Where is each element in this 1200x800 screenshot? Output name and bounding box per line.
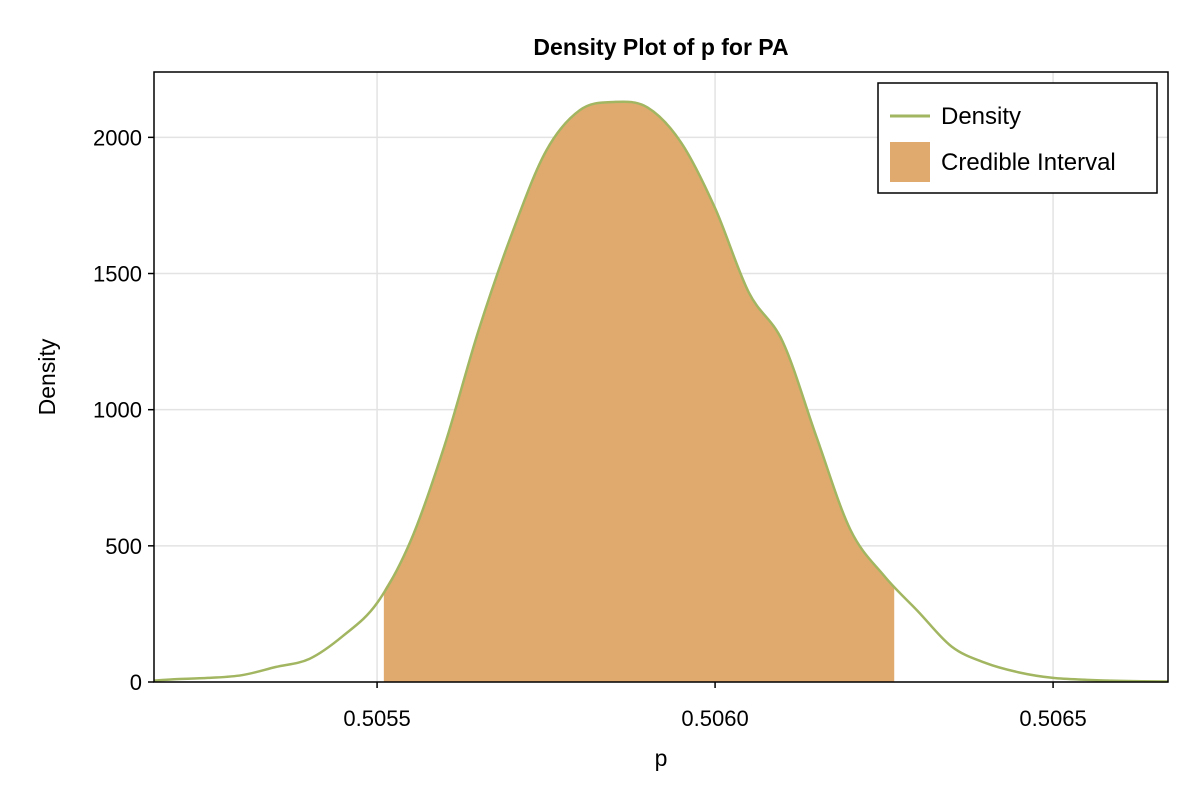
y-tick-label-4: 2000 — [93, 125, 142, 150]
legend-credible-interval-swatch — [890, 142, 930, 182]
y-tick-label-2: 1000 — [93, 398, 142, 423]
x-tick-label-0: 0.5055 — [343, 706, 410, 731]
density-line — [153, 100, 1169, 683]
chart-title: Density Plot of p for PA — [533, 34, 788, 60]
legend-credible-interval-label: Credible Interval — [941, 149, 1116, 176]
plot-frame — [153, 71, 1169, 683]
x-axis-label: p — [655, 745, 668, 771]
x-tick-label-2: 0.5065 — [1019, 706, 1086, 731]
y-axis-label: Density — [34, 338, 60, 415]
y-tick-label-1: 500 — [105, 534, 142, 559]
legend-density-label: Density — [941, 103, 1021, 130]
x-tick-label-1: 0.5060 — [681, 706, 748, 731]
axis-ticks: 0.5055 0.5060 0.5065 0 500 1000 1500 2000 — [93, 125, 1087, 731]
y-tick-label-3: 1500 — [93, 262, 142, 287]
y-tick-label-0: 0 — [130, 670, 142, 695]
credible-interval-area — [383, 101, 895, 682]
legend: Density Credible Interval — [877, 82, 1158, 194]
